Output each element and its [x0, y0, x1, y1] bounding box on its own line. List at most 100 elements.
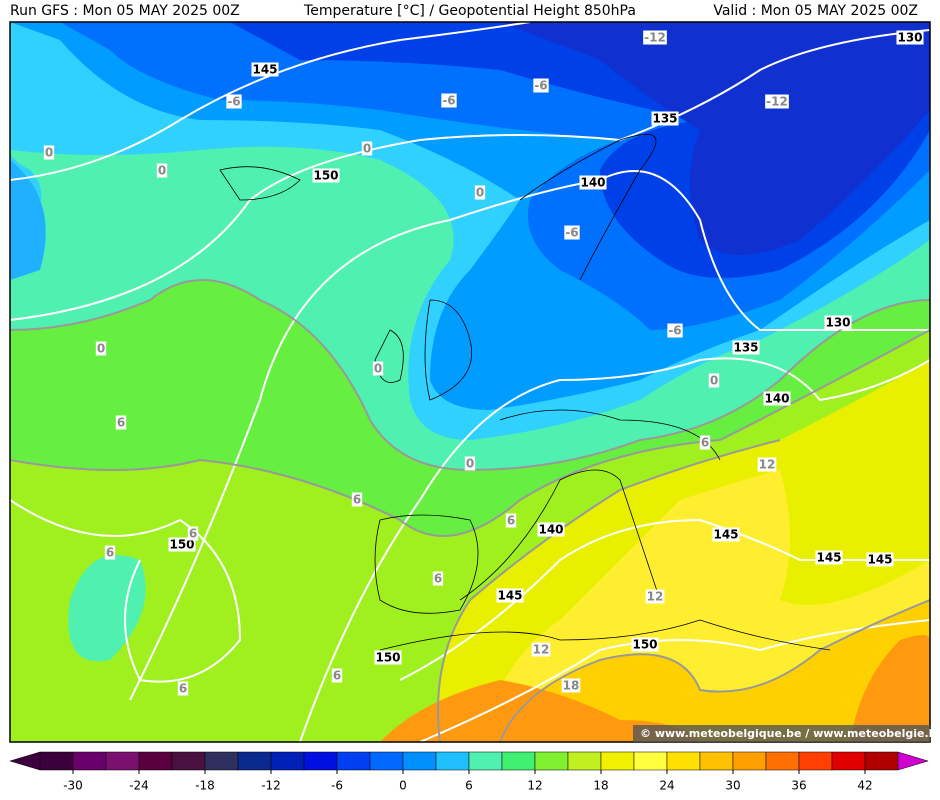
temperature-label-bg — [765, 94, 789, 109]
colorbar-segment — [567, 751, 602, 771]
temperature-label-text: 12 — [533, 643, 550, 657]
temperature-label-text: -6 — [227, 95, 240, 109]
temperature-label-bg — [643, 30, 667, 45]
temperature-label: 0 — [464, 456, 476, 471]
height-label-text: 140 — [538, 523, 563, 537]
colorbar-segment — [666, 751, 701, 771]
height-label-bg — [579, 175, 607, 190]
colorbar-segment — [501, 751, 536, 771]
colorbar-segment — [105, 751, 140, 771]
height-label: 145 — [712, 527, 740, 542]
colorbar-tick-label: 42 — [857, 779, 872, 793]
colorbar-segment — [402, 751, 437, 771]
temperature-label-bg — [351, 492, 363, 507]
temperature-label: 0 — [43, 145, 55, 160]
height-label: 150 — [631, 637, 659, 652]
temperature-label: 18 — [561, 678, 581, 693]
temperature-label: -6 — [226, 94, 242, 109]
temperature-label: 6 — [115, 415, 127, 430]
colorbar-arrow-right — [897, 751, 929, 771]
temperature-label-text: 6 — [106, 546, 114, 560]
height-label-bg — [651, 111, 679, 126]
colorbar-segment — [534, 751, 569, 771]
height-label-text: 135 — [733, 341, 758, 355]
temperature-label: -6 — [441, 93, 457, 108]
colorbar-segment — [765, 751, 800, 771]
height-label-bg — [631, 637, 659, 652]
temperature-label: 6 — [432, 571, 444, 586]
temperature-label-text: 0 — [158, 164, 166, 178]
height-label: 130 — [896, 30, 924, 45]
colorbar-tick-label: 30 — [725, 779, 740, 793]
colorbar-segment — [633, 751, 668, 771]
temperature-label: 0 — [474, 185, 486, 200]
height-label: 140 — [579, 175, 607, 190]
colorbar-tick-label: -6 — [331, 779, 343, 793]
height-label-bg — [732, 340, 760, 355]
temperature-label: 0 — [156, 163, 168, 178]
colorbar-arrow-left — [9, 751, 41, 771]
height-label-text: 150 — [632, 638, 657, 652]
temperature-label: -6 — [533, 78, 549, 93]
watermark: © www.meteobelgique.be / www.meteobelgie… — [640, 727, 940, 740]
temperature-label-bg — [104, 545, 116, 560]
colorbar-tick-label: 12 — [527, 779, 542, 793]
height-label-bg — [866, 552, 894, 567]
colorbar: -30 -24 -18 -12 -6 0 6 12 18 24 30 36 42 — [9, 751, 929, 793]
temperature-label-text: -6 — [565, 226, 578, 240]
temperature-label-bg — [115, 415, 127, 430]
temperature-label-bg — [505, 513, 517, 528]
colorbar-segment — [864, 751, 899, 771]
colorbar-tick-label: 0 — [399, 779, 407, 793]
temperature-label-text: -12 — [766, 95, 788, 109]
temperature-label-bg — [757, 457, 777, 472]
height-label-bg — [374, 650, 402, 665]
temperature-label: -12 — [765, 94, 789, 109]
temperature-label-bg — [177, 681, 189, 696]
colorbar-segment — [204, 751, 239, 771]
temperature-label-bg — [708, 373, 720, 388]
temperature-label-bg — [331, 668, 343, 683]
height-label-bg — [815, 550, 843, 565]
temperature-label: 0 — [708, 373, 720, 388]
map-title: Temperature [°C] / Geopotential Height 8… — [303, 3, 636, 19]
height-label-bg — [712, 527, 740, 542]
height-label-bg — [537, 522, 565, 537]
temperature-label-bg — [645, 589, 665, 604]
temperature-label: 6 — [505, 513, 517, 528]
temperature-label-bg — [667, 323, 683, 338]
temperature-label: 12 — [757, 457, 777, 472]
temperature-label: 12 — [531, 642, 551, 657]
colorbar-segment — [732, 751, 767, 771]
temperature-label: 6 — [351, 492, 363, 507]
height-label: 145 — [251, 62, 279, 77]
temperature-label-text: 6 — [434, 572, 442, 586]
temperature-label: 0 — [361, 141, 373, 156]
temperature-label: -6 — [564, 225, 580, 240]
temperature-label: 6 — [331, 668, 343, 683]
height-label-bg — [496, 588, 524, 603]
temperature-label-text: 6 — [333, 669, 341, 683]
temperature-label-text: -6 — [668, 324, 681, 338]
colorbar-segment — [138, 751, 173, 771]
height-label-bg — [251, 62, 279, 77]
temperature-label-bg — [699, 435, 711, 450]
temperature-label-text: 0 — [45, 146, 53, 160]
run-label: Run GFS : Mon 05 MAY 2025 00Z — [10, 3, 240, 19]
height-label-text: 150 — [375, 651, 400, 665]
temperature-label-bg — [464, 456, 476, 471]
temperature-label: 6 — [187, 526, 199, 541]
height-label-text: 150 — [169, 538, 194, 552]
colorbar-tick-label: -30 — [63, 779, 83, 793]
temperature-label: 6 — [104, 545, 116, 560]
height-label-bg — [168, 537, 196, 552]
height-label: 145 — [866, 552, 894, 567]
temperature-label-text: -6 — [534, 79, 547, 93]
colorbar-tick-label: -24 — [129, 779, 149, 793]
temperature-label: 6 — [177, 681, 189, 696]
map-field — [10, 22, 930, 742]
temperature-label-bg — [533, 78, 549, 93]
temperature-label-text: 6 — [189, 527, 197, 541]
temperature-label-bg — [531, 642, 551, 657]
height-label-bg — [896, 30, 924, 45]
